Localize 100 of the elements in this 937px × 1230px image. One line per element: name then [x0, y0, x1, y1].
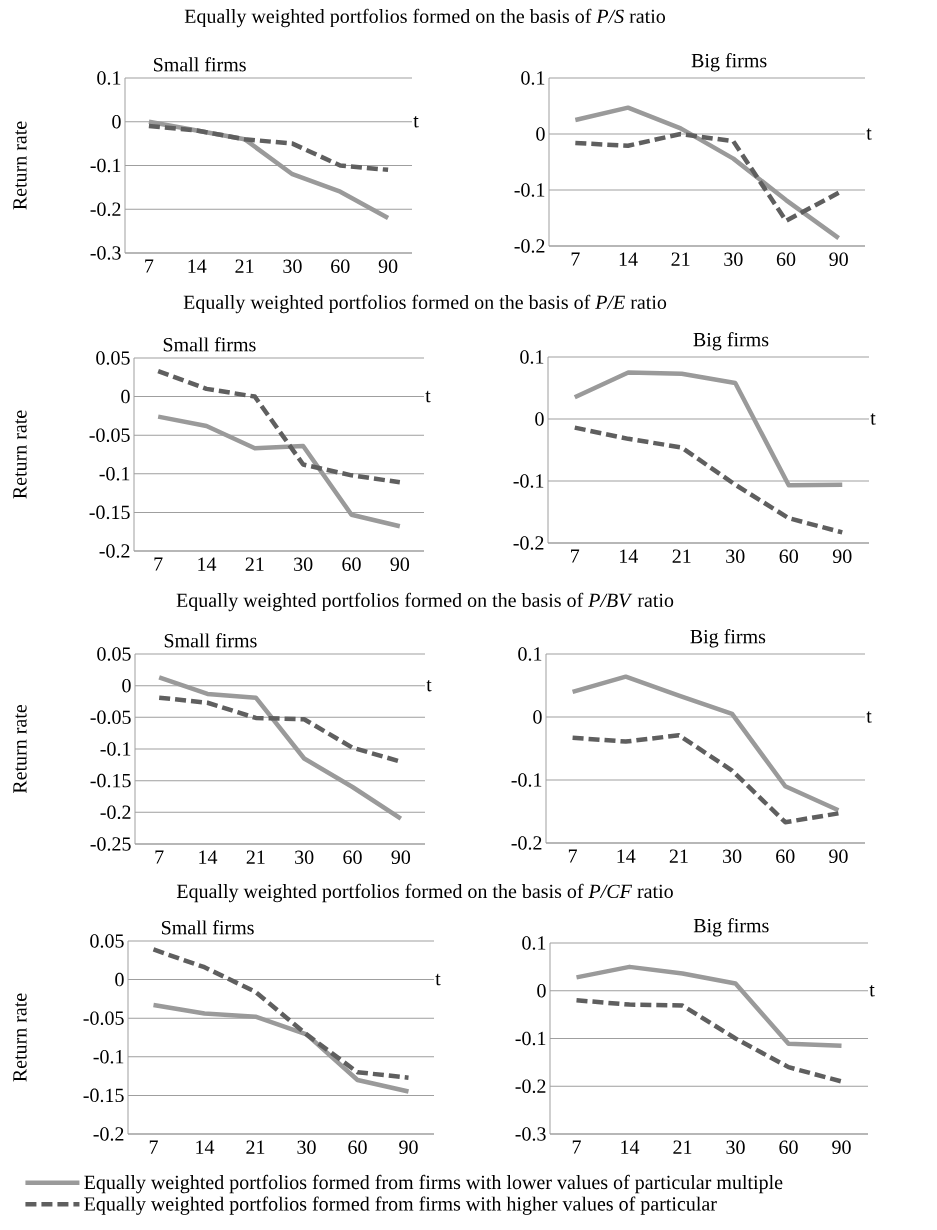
x-tick-label: 90 [829, 252, 848, 267]
x-tick-label: 60 [776, 252, 796, 267]
x-tick-label: 21 [671, 252, 690, 266]
x-tick-label: 21 [673, 1140, 692, 1154]
chart-title: Small firms [161, 920, 254, 935]
chart-subtitle: Equally weighted portfolios formed on the basis of P/CF ratio [176, 883, 673, 903]
x-tick-label: 90 [832, 1140, 851, 1155]
x-tick-label: 90 [829, 849, 848, 864]
x-tick-label: 21 [672, 549, 691, 563]
x-tick-label: 30 [294, 557, 313, 572]
y-tick-label: -0.1 [515, 1031, 546, 1046]
line-series [573, 105, 841, 241]
x-tick-label: 30 [297, 1140, 316, 1155]
y-tick-label: -0.05 [89, 428, 130, 442]
x-tick-label: 7 [149, 1140, 158, 1154]
line-series [155, 368, 403, 485]
x-tick-label: 30 [726, 1140, 745, 1155]
y-tick-label: -0.1 [100, 742, 131, 756]
y-tick-label: 0.05 [96, 351, 130, 365]
x-axis-title: t [870, 413, 876, 425]
y-tick-label: 0 [537, 984, 546, 998]
line-series [155, 414, 403, 529]
y-tick-label: -0.1 [90, 158, 121, 173]
x-tick-label: 60 [331, 259, 350, 274]
y-tick-label: 0 [536, 127, 545, 141]
legend-label: Equally weighted portfolios formed from firms with higher values of particular [84, 1196, 717, 1215]
y-tick-label: -0.2 [514, 239, 545, 253]
y-axis-title: Return rate [13, 993, 27, 1082]
x-tick-label: 60 [342, 557, 361, 572]
y-tick-label: -0.05 [83, 1011, 124, 1025]
line-series [573, 131, 841, 224]
y-tick-label: -0.2 [513, 536, 544, 550]
y-tick-label: -0.2 [90, 202, 121, 217]
line-series [574, 964, 844, 1048]
x-tick-label: 21 [246, 850, 265, 864]
x-tick-label: 14 [620, 549, 638, 563]
y-tick-label: -0.2 [93, 1127, 124, 1141]
x-tick-label: 60 [779, 1140, 798, 1155]
x-tick-label: 30 [283, 259, 302, 274]
y-tick-label: 0 [112, 114, 121, 129]
y-tick-label: -0.3 [90, 246, 121, 260]
chart-title: Small firms [163, 337, 256, 352]
x-tick-label: 14 [617, 849, 636, 863]
x-tick-label: 7 [571, 549, 580, 563]
y-tick-label: -0.15 [89, 505, 130, 520]
chart-title: Small firms [154, 57, 246, 72]
x-axis-title: t [866, 711, 872, 723]
x-tick-label: 30 [724, 252, 743, 267]
y-tick-label: -0.05 [90, 710, 131, 725]
x-axis-title: t [866, 128, 872, 140]
y-tick-label: -0.15 [83, 1088, 124, 1103]
y-tick-label: 0.1 [521, 71, 545, 85]
chart-title: Big firms [693, 332, 769, 351]
y-axis-title: Return rate [13, 121, 27, 210]
chart-title: Small firms [164, 633, 257, 648]
y-tick-label: -0.1 [514, 183, 545, 197]
x-tick-label: 21 [235, 259, 254, 273]
line-series [574, 998, 844, 1084]
legend-label: Equally weighted portfolios formed from firms with lower values of particular multiple [84, 1174, 783, 1194]
y-axis-title: Return rate [13, 410, 27, 499]
x-tick-label: 7 [154, 557, 163, 571]
line-series [570, 733, 841, 825]
y-tick-label: -0.2 [100, 805, 131, 820]
x-tick-label: 30 [723, 849, 742, 864]
y-axis-title: Return rate [13, 704, 27, 794]
x-tick-label: 7 [571, 252, 580, 266]
line-series [146, 123, 391, 173]
x-axis-title: t [413, 116, 419, 128]
y-tick-label: 0.05 [90, 934, 124, 948]
x-tick-label: 21 [245, 557, 264, 571]
y-tick-label: -0.15 [90, 773, 131, 788]
y-tick-label: 0 [535, 412, 544, 426]
chart-title: Big firms [691, 53, 767, 72]
x-tick-label: 14 [198, 557, 217, 571]
y-tick-label: 0 [533, 710, 542, 724]
x-tick-label: 14 [621, 1140, 640, 1154]
y-tick-label: -0.25 [90, 837, 131, 851]
y-tick-label: -0.1 [511, 773, 542, 787]
chart-subtitle: Equally weighted portfolios formed on the basis of P/S ratio [184, 8, 666, 28]
x-tick-label: 21 [246, 1140, 265, 1154]
y-tick-label: -0.2 [511, 836, 542, 850]
line-series [151, 1002, 411, 1094]
chart-title: Big firms [693, 918, 769, 937]
line-series [151, 947, 411, 1080]
x-tick-label: 30 [726, 549, 745, 564]
y-tick-label: 0.1 [97, 71, 121, 85]
chart-subtitle: Equally weighted portfolios formed on the basis of P/BV ratio [176, 592, 674, 612]
x-tick-label: 60 [776, 849, 795, 864]
x-tick-label: 7 [572, 1140, 581, 1154]
x-tick-label: 90 [378, 259, 398, 274]
x-tick-label: 30 [295, 850, 314, 865]
y-tick-label: 0.1 [518, 647, 542, 661]
y-tick-label: 0.1 [520, 350, 544, 364]
x-tick-label: 7 [155, 850, 164, 864]
x-tick-label: 90 [832, 549, 852, 564]
x-axis-title: t [426, 679, 432, 692]
x-tick-label: 7 [145, 259, 154, 273]
x-tick-label: 60 [348, 1140, 367, 1155]
line-series [156, 675, 404, 821]
line-series [570, 674, 841, 813]
